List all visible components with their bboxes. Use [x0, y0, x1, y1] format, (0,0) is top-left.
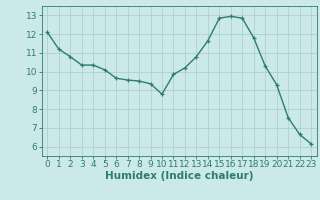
X-axis label: Humidex (Indice chaleur): Humidex (Indice chaleur) — [105, 171, 253, 181]
